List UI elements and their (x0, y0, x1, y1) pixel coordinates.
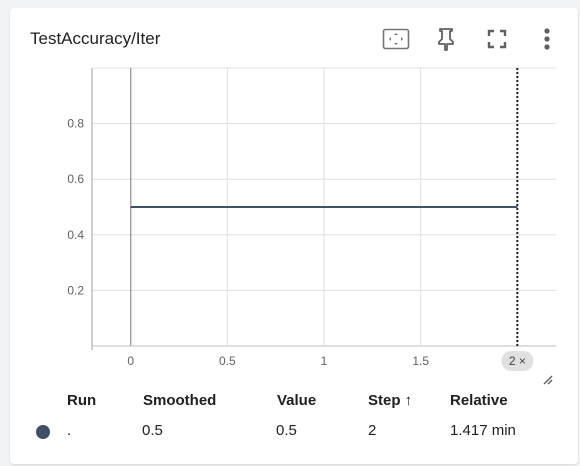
resize-handle-icon[interactable] (543, 375, 553, 385)
y-tick-label: 0.8 (67, 117, 84, 131)
y-tick-label: 0.4 (67, 228, 84, 242)
column-header-relative[interactable]: Relative (450, 392, 508, 409)
chart-axes (91, 68, 556, 350)
run-color-swatch (36, 425, 50, 439)
x-tick-label: 1 (321, 354, 328, 368)
column-header-value[interactable]: Value (277, 392, 317, 409)
y-tick-label: 0.2 (67, 283, 84, 297)
step-cursor-chip (501, 351, 534, 371)
more-vert-icon (544, 28, 550, 50)
scalar-card: TestAccuracy/Iter 0 0.5 1 1.5 0.2 0.4 0.6 0.8 … (10, 8, 578, 464)
step-cursor-label: 2 × (509, 354, 526, 368)
column-header-step[interactable]: Step ↑ (368, 392, 413, 409)
fit-domain-icon (382, 28, 410, 50)
fullscreen-icon (487, 29, 507, 49)
card-title: TestAccuracy/Iter (30, 29, 161, 48)
cell-step: 2 (368, 422, 377, 439)
pin-icon (438, 28, 454, 51)
y-tick-label: 0.6 (67, 172, 84, 186)
cell-run: . (67, 422, 72, 439)
column-header-run[interactable]: Run (67, 392, 97, 409)
x-axis-ticks: 0 0.5 1 1.5 (127, 354, 429, 368)
x-tick-label: 0.5 (219, 354, 236, 368)
x-tick-label: 1.5 (412, 354, 429, 368)
fullscreen-button[interactable] (483, 25, 511, 53)
y-axis-ticks: 0.2 0.4 0.6 0.8 (67, 117, 84, 298)
more-menu-button[interactable] (533, 25, 561, 53)
cell-relative: 1.417 min (450, 422, 516, 439)
x-tick-label: 0 (127, 354, 134, 368)
cell-smoothed: 0.5 (142, 422, 163, 439)
pin-button[interactable] (432, 25, 460, 53)
column-header-smoothed[interactable]: Smoothed (143, 392, 217, 409)
cell-value: 0.5 (276, 422, 297, 439)
line-chart[interactable]: 0 0.5 1 1.5 0.2 0.4 0.6 0.8 2 × (10, 8, 578, 388)
step-cursor: 2 × (501, 68, 534, 371)
fit-domain-button[interactable] (382, 25, 410, 53)
